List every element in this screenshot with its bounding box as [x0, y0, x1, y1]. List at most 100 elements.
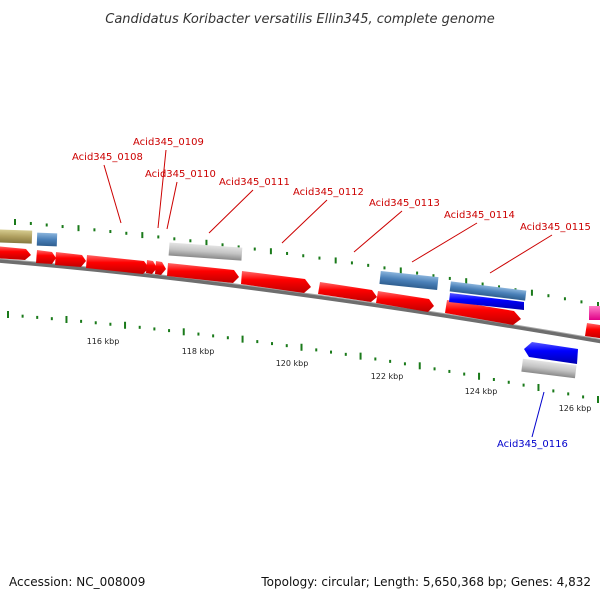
- genome-summary: Topology: circular; Length: 5,650,368 bp…: [260, 575, 591, 589]
- gene-leader-line: [157, 149, 167, 229]
- minor-tick: [463, 372, 466, 376]
- tick-label: 124 kbp: [465, 387, 498, 396]
- rrna-feature[interactable]: [449, 281, 527, 301]
- major-tick: [597, 396, 599, 403]
- pink-feature[interactable]: [589, 306, 600, 320]
- minor-tick: [432, 274, 435, 278]
- minor-tick: [253, 247, 256, 251]
- minor-tick: [36, 315, 39, 319]
- reverse-cds-arrow[interactable]: [449, 293, 524, 310]
- forward-cds-arrow[interactable]: [167, 263, 239, 283]
- major-tick: [269, 248, 272, 255]
- minor-tick: [256, 340, 259, 344]
- tick-label: 116 kbp: [87, 337, 120, 346]
- gene-label[interactable]: Acid345_0108: [72, 152, 143, 163]
- rrna-feature[interactable]: [379, 271, 439, 290]
- minor-tick: [547, 294, 550, 298]
- minor-tick: [552, 389, 555, 393]
- gene-leader-line: [353, 210, 403, 253]
- forward-cds-arrow[interactable]: [155, 261, 166, 275]
- major-tick: [399, 267, 402, 274]
- forward-cds-arrow[interactable]: [146, 260, 157, 274]
- minor-tick: [197, 332, 200, 336]
- accession-label: Accession: NC_008009: [9, 575, 145, 589]
- trna-feature[interactable]: [0, 229, 33, 244]
- minor-tick: [403, 362, 406, 366]
- minor-tick: [45, 223, 48, 227]
- minor-tick: [582, 395, 585, 399]
- gene-leader-line: [489, 234, 553, 274]
- major-tick: [300, 343, 303, 351]
- forward-cds-arrow[interactable]: [86, 255, 149, 274]
- forward-cds-arrow[interactable]: [241, 271, 311, 293]
- minor-tick: [374, 357, 377, 361]
- gene-label[interactable]: Acid345_0113: [369, 198, 440, 209]
- forward-cds-arrow[interactable]: [55, 252, 86, 267]
- gene-label[interactable]: Acid345_0116: [497, 439, 568, 450]
- minor-tick: [93, 228, 96, 232]
- forward-cds-arrow[interactable]: [318, 282, 377, 302]
- minor-tick: [285, 344, 288, 348]
- minor-tick: [271, 342, 274, 346]
- minor-tick: [416, 271, 419, 275]
- minor-tick: [109, 230, 112, 234]
- forward-cds-arrow[interactable]: [445, 300, 521, 325]
- major-tick: [465, 278, 468, 285]
- minor-tick: [21, 314, 24, 318]
- gene-label[interactable]: Acid345_0109: [133, 137, 204, 148]
- tick-label: 120 kbp: [276, 359, 309, 368]
- minor-tick: [61, 225, 64, 229]
- minor-tick: [173, 237, 176, 241]
- reverse-cds-arrow[interactable]: [524, 342, 578, 364]
- major-tick: [65, 315, 68, 323]
- major-tick: [597, 302, 599, 308]
- gene-label-layer: Acid345_0108Acid345_0109Acid345_0110Acid…: [72, 137, 591, 450]
- minor-tick: [286, 251, 289, 255]
- gray-feature[interactable]: [168, 242, 243, 261]
- gene-label[interactable]: Acid345_0114: [444, 210, 515, 221]
- minor-tick: [433, 367, 436, 371]
- minor-tick: [567, 392, 570, 396]
- minor-tick: [94, 321, 97, 325]
- gene-label[interactable]: Acid345_0112: [293, 187, 364, 198]
- minor-tick: [383, 266, 386, 270]
- minor-tick: [330, 350, 333, 354]
- minor-tick: [168, 329, 171, 333]
- minor-tick: [315, 348, 318, 352]
- gray-feature[interactable]: [521, 358, 577, 379]
- gene-leader-line: [531, 391, 545, 438]
- minor-tick: [580, 300, 583, 304]
- major-tick: [205, 239, 208, 246]
- minor-tick: [109, 322, 112, 326]
- forward-cds-arrow[interactable]: [376, 291, 434, 312]
- minor-tick: [507, 380, 510, 384]
- rrna-feature[interactable]: [36, 232, 58, 247]
- minor-tick: [189, 239, 192, 243]
- minor-tick: [344, 352, 347, 356]
- gene-label[interactable]: Acid345_0111: [219, 177, 290, 188]
- minor-tick: [212, 334, 215, 338]
- minor-tick: [125, 231, 128, 235]
- gene-leader-line: [103, 164, 122, 224]
- minor-tick: [50, 317, 53, 321]
- forward-cds-arrow[interactable]: [585, 323, 600, 339]
- gene-label[interactable]: Acid345_0115: [520, 222, 591, 233]
- forward-cds-arrow[interactable]: [0, 246, 31, 260]
- major-tick: [141, 232, 144, 239]
- major-tick: [530, 289, 533, 296]
- minor-tick: [522, 383, 525, 387]
- tick-label: 118 kbp: [182, 347, 215, 356]
- reverse-cds-track: [449, 293, 578, 379]
- feature-track-upper: [0, 229, 527, 301]
- minor-tick: [367, 263, 370, 267]
- minor-tick: [492, 377, 495, 381]
- gene-label[interactable]: Acid345_0110: [145, 169, 216, 180]
- minor-tick: [226, 336, 229, 340]
- minor-tick: [481, 282, 484, 286]
- tick-label: 122 kbp: [371, 372, 404, 381]
- major-tick: [418, 362, 421, 370]
- minor-tick: [563, 297, 566, 301]
- forward-cds-arrow[interactable]: [36, 250, 56, 264]
- minor-tick: [157, 235, 160, 239]
